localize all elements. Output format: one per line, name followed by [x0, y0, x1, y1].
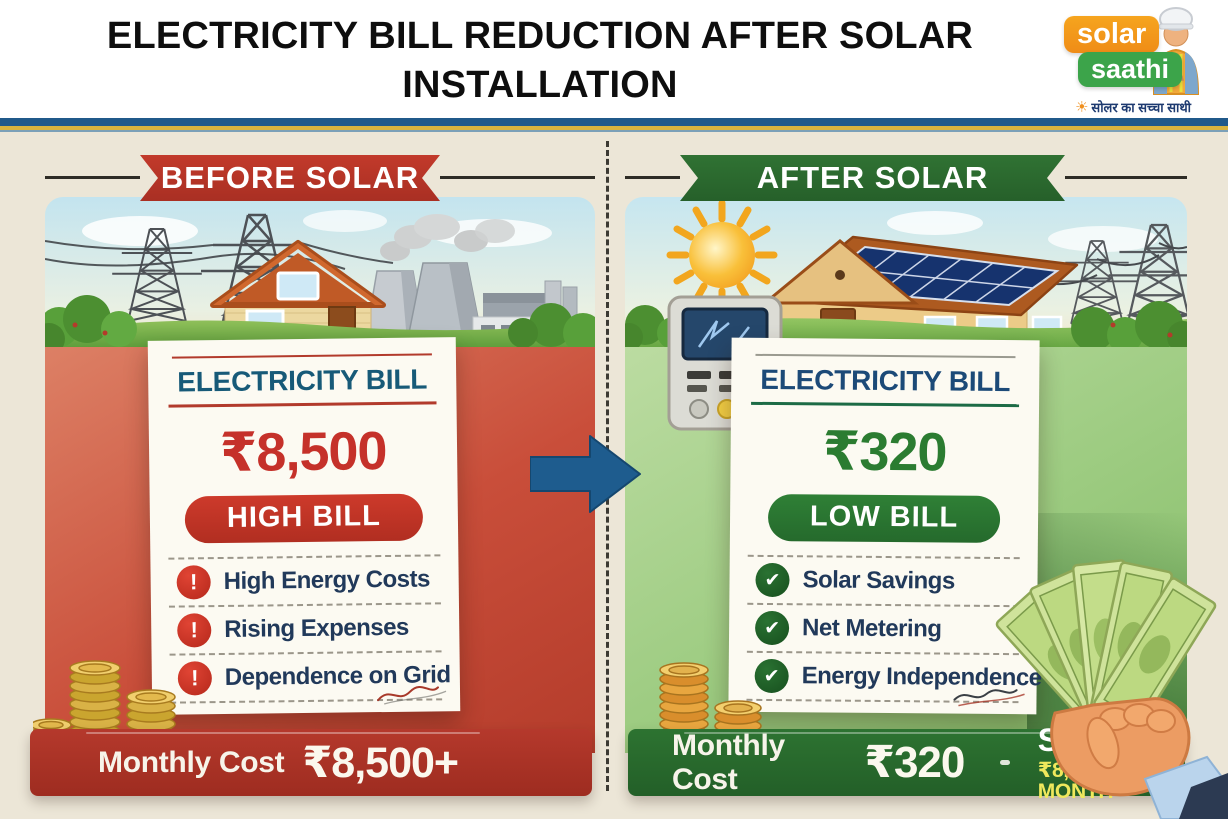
- bill-title-rule: [168, 401, 437, 408]
- monthly-cost-amount: ₹320: [864, 738, 965, 787]
- page-title: ELECTRICITY BILL REDUCTION AFTER SOLAR I…: [60, 12, 1020, 110]
- list-item: ! Rising Expenses: [168, 604, 442, 656]
- coin-stack-icon: [659, 662, 762, 743]
- comparison-canvas: BEFORE SOLAR: [0, 133, 1228, 819]
- solar-saathi-logo: solar saathi ☀ सोलर का सच्चा साथी: [1048, 2, 1218, 116]
- list-item-label: Solar Savings: [802, 566, 955, 595]
- logo-word-solar: solar: [1064, 16, 1160, 53]
- after-solar-panel: AFTER SOLAR: [625, 133, 1187, 819]
- bill-title-rule: [751, 401, 1020, 408]
- grid-power-scene-illustration: [45, 197, 595, 347]
- sun-icon: ☀: [1074, 99, 1089, 116]
- list-item-label: High Energy Costs: [223, 565, 431, 595]
- high-bill-badge: HIGH BILL: [184, 493, 424, 544]
- sun-rays: [666, 199, 778, 311]
- after-solar-banner: AFTER SOLAR: [680, 155, 1065, 201]
- banner-line-left: [625, 176, 680, 179]
- bushes: [45, 295, 595, 347]
- bill-amount: ₹320: [822, 421, 947, 483]
- bill-title: ELECTRICITY BILL: [177, 363, 428, 398]
- list-item: ✔ Net Metering: [746, 604, 1020, 656]
- header-divider-blue: [0, 118, 1228, 126]
- bill-amount: ₹8,500: [219, 420, 387, 484]
- check-icon: ✔: [755, 562, 790, 598]
- bill-item-list: ✔ Solar Savings ✔ Net Metering ✔ Energy …: [746, 554, 1042, 704]
- list-item: ✔ Solar Savings: [747, 556, 1020, 608]
- before-solar-banner: BEFORE SOLAR: [140, 155, 440, 201]
- separator-dot: [1000, 760, 1010, 765]
- bill-title: ELECTRICITY BILL: [760, 363, 1011, 398]
- warning-icon: !: [176, 565, 211, 600]
- signature-scribble: [377, 686, 447, 705]
- banner-line-left: [45, 176, 140, 179]
- page-title-line2: INSTALLATION: [402, 64, 678, 106]
- list-item: ! High Energy Costs: [168, 556, 441, 608]
- after-electricity-bill: ELECTRICITY BILL ₹320 LOW BILL ✔ Solar S…: [728, 337, 1042, 715]
- list-item-label: Rising Expenses: [224, 613, 409, 643]
- monthly-cost-label: Monthly Cost: [672, 728, 785, 796]
- header-divider-gold: [0, 126, 1228, 132]
- header: ELECTRICITY BILL REDUCTION AFTER SOLAR I…: [0, 0, 1228, 118]
- list-item-label: Net Metering: [801, 614, 942, 643]
- logo-tagline: ☀ सोलर का सच्चा साथी: [1048, 98, 1218, 116]
- logo-word-saathi: saathi: [1078, 52, 1183, 87]
- monthly-cost-label: Monthly Cost: [98, 745, 285, 779]
- bill-top-rule: [755, 353, 1016, 359]
- before-electricity-bill: ELECTRICITY BILL ₹8,500 HIGH BILL ! High…: [147, 337, 461, 715]
- arrow-right-icon: [529, 435, 641, 513]
- coin-stack-icon: [33, 660, 176, 741]
- banner-line-right: [1065, 176, 1187, 179]
- hand-holding-cash-icon: [995, 559, 1228, 819]
- before-after-arrow: [529, 433, 642, 520]
- before-solar-panel: BEFORE SOLAR: [30, 133, 595, 819]
- before-scene: [45, 197, 595, 347]
- signature-scribble: [953, 689, 1025, 707]
- monthly-cost-amount: ₹8,500+: [302, 738, 459, 787]
- bill-top-rule: [171, 353, 432, 359]
- before-monthly-cost-bar: Monthly Cost ₹8,500+: [30, 729, 592, 796]
- banner-line-right: [440, 176, 595, 179]
- cooling-towers-icon: [364, 214, 515, 344]
- low-bill-badge: LOW BILL: [767, 493, 1001, 544]
- logo-tagline-text: सोलर का सच्चा साथी: [1091, 100, 1192, 115]
- sun-icon: [689, 222, 755, 288]
- page-title-line1: ELECTRICITY BILL REDUCTION AFTER SOLAR: [106, 15, 974, 57]
